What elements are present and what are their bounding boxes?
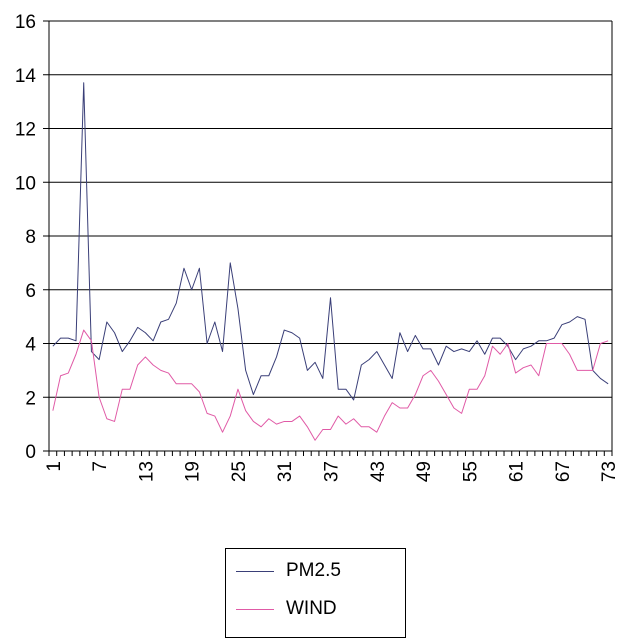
y-tick-label: 10 bbox=[15, 173, 36, 194]
legend-label-wind: WIND bbox=[286, 598, 337, 619]
legend-swatch-pm25 bbox=[236, 570, 274, 572]
y-tick-label: 14 bbox=[15, 66, 37, 87]
series-lines bbox=[52, 82, 609, 441]
x-tick-label: 43 bbox=[368, 461, 389, 482]
y-tick-labels: 0 2 4 6 8 10 12 14 16 bbox=[15, 12, 37, 463]
x-tick-label: 37 bbox=[322, 461, 343, 482]
y-tick-label: 12 bbox=[15, 120, 36, 141]
y-tick-label: 2 bbox=[25, 388, 36, 409]
line-chart: 0 2 4 6 8 10 12 14 16 1 7 13 19 25 31 37 43 49 55 61 67 73 bbox=[15, 12, 618, 482]
x-tick-label: 13 bbox=[136, 461, 157, 482]
x-tick-labels: 1 7 13 19 25 31 37 43 49 55 61 67 73 bbox=[44, 461, 618, 482]
legend-swatch-wind bbox=[236, 608, 274, 610]
legend-item-wind: WIND bbox=[226, 597, 337, 621]
series-line-pm25 bbox=[52, 82, 609, 401]
legend-item-pm25: PM2.5 bbox=[226, 559, 341, 583]
y-tick-label: 4 bbox=[25, 335, 36, 356]
series-line-wind bbox=[52, 329, 609, 441]
x-tick-label: 61 bbox=[507, 461, 528, 482]
x-tick-label: 1 bbox=[44, 461, 65, 472]
x-tick-label: 7 bbox=[90, 461, 111, 472]
x-tick-label: 19 bbox=[183, 461, 204, 482]
y-tick-label: 8 bbox=[25, 227, 36, 248]
x-tick-label: 73 bbox=[599, 461, 618, 482]
x-tick-label: 67 bbox=[553, 461, 574, 482]
x-tick-label: 55 bbox=[460, 461, 481, 482]
x-tick-label: 25 bbox=[229, 461, 250, 482]
axes bbox=[43, 20, 613, 456]
x-tick-label: 49 bbox=[414, 461, 435, 482]
legend: PM2.5 WIND bbox=[225, 548, 406, 638]
gridlines bbox=[49, 20, 612, 398]
y-tick-label: 16 bbox=[15, 12, 36, 33]
y-tick-label: 6 bbox=[25, 281, 36, 302]
legend-label-pm25: PM2.5 bbox=[286, 560, 341, 581]
y-tick-label: 0 bbox=[25, 442, 36, 463]
x-tick-label: 31 bbox=[275, 461, 296, 482]
